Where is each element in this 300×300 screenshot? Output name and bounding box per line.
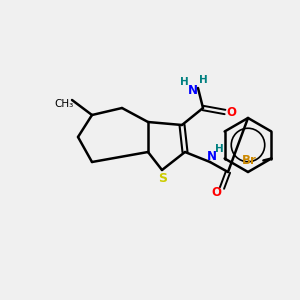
Text: Br: Br — [242, 154, 257, 167]
Text: CH₃: CH₃ — [54, 99, 74, 109]
Text: N: N — [188, 83, 198, 97]
Text: S: S — [158, 172, 167, 184]
Text: H: H — [199, 75, 207, 85]
Text: H: H — [214, 144, 224, 154]
Text: H: H — [180, 77, 188, 87]
Text: O: O — [226, 106, 236, 118]
Text: N: N — [207, 149, 217, 163]
Text: O: O — [211, 185, 221, 199]
